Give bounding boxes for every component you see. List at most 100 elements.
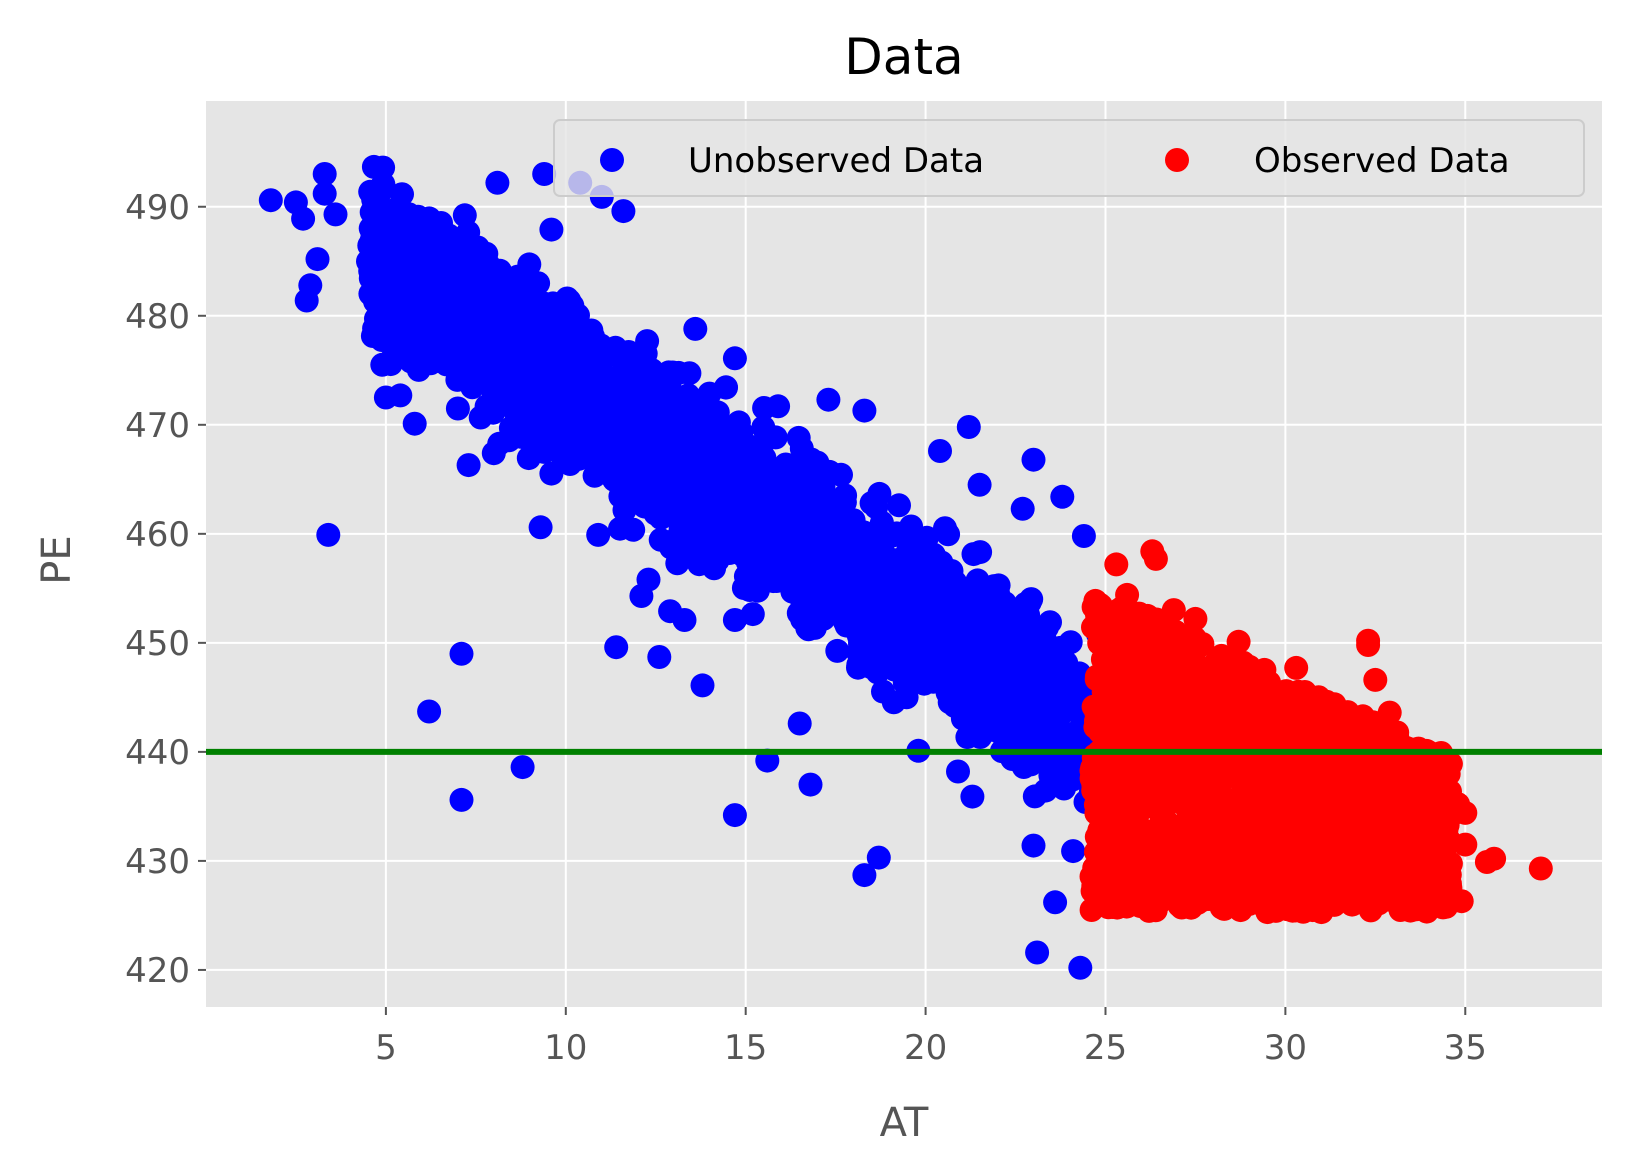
- data-point-unobserved: [305, 247, 330, 272]
- data-point-observed: [1170, 676, 1195, 701]
- data-point-unobserved: [946, 664, 971, 689]
- data-point-unobserved: [323, 202, 348, 227]
- data-point-observed: [1125, 890, 1150, 915]
- data-point-unobserved: [621, 517, 646, 542]
- data-point-unobserved: [456, 453, 481, 478]
- data-point-unobserved: [539, 217, 564, 242]
- data-point-observed: [1104, 552, 1129, 577]
- data-point-unobserved: [566, 446, 591, 471]
- data-point-unobserved: [460, 252, 485, 277]
- data-point-unobserved: [449, 787, 474, 812]
- x-tick-label: 20: [904, 1028, 947, 1068]
- data-point-unobserved: [956, 415, 981, 439]
- data-point-observed: [1143, 860, 1167, 885]
- data-point-unobserved: [812, 462, 836, 487]
- data-point-unobserved: [683, 316, 708, 341]
- data-point-unobserved: [481, 441, 506, 466]
- data-point-unobserved: [876, 521, 901, 546]
- data-point-unobserved: [435, 346, 460, 371]
- data-point-observed: [1284, 688, 1309, 713]
- data-point-unobserved: [402, 411, 427, 436]
- data-point-observed: [1355, 892, 1380, 917]
- y-tick-label: 440: [125, 733, 190, 773]
- y-tick-label: 450: [125, 624, 190, 664]
- data-point-unobserved: [1032, 627, 1057, 652]
- data-point-observed: [1081, 778, 1106, 803]
- data-point-observed: [1326, 711, 1351, 735]
- data-point-unobserved: [852, 398, 877, 423]
- data-point-observed: [1383, 753, 1408, 778]
- data-point-unobserved: [587, 457, 612, 482]
- data-point-unobserved: [937, 567, 962, 592]
- data-point-unobserved: [536, 337, 560, 362]
- data-point-observed: [1255, 900, 1280, 925]
- data-point-observed: [1406, 736, 1431, 761]
- legend-marker-unobserved: [600, 148, 624, 172]
- data-point-unobserved: [722, 803, 747, 828]
- data-point-unobserved: [374, 204, 399, 229]
- data-point-observed: [1247, 763, 1272, 787]
- data-point-unobserved: [1032, 717, 1056, 742]
- data-point-observed: [1272, 791, 1297, 816]
- data-point-unobserved: [867, 481, 892, 506]
- data-point-unobserved: [648, 505, 673, 530]
- data-point-observed: [1115, 582, 1140, 607]
- data-point-observed: [1377, 700, 1402, 725]
- data-point-observed: [1146, 672, 1171, 697]
- data-point-observed: [1164, 767, 1189, 792]
- data-point-unobserved: [258, 188, 283, 213]
- data-point-unobserved: [690, 673, 715, 698]
- data-point-observed: [1258, 864, 1283, 889]
- data-point-observed: [1381, 870, 1406, 895]
- data-point-unobserved: [933, 516, 957, 541]
- data-point-unobserved: [411, 233, 436, 258]
- data-point-unobserved: [1025, 940, 1050, 965]
- data-point-unobserved: [851, 520, 876, 545]
- data-point-unobserved: [892, 670, 917, 695]
- data-point-observed: [1220, 825, 1245, 850]
- data-point-unobserved: [968, 540, 993, 565]
- data-point-observed: [1384, 804, 1409, 829]
- data-point-unobserved: [917, 623, 942, 648]
- data-point-observed: [1097, 826, 1122, 851]
- data-point-unobserved: [788, 553, 813, 577]
- data-point-observed: [1388, 898, 1413, 922]
- legend-marker-observed: [1165, 148, 1189, 172]
- data-point-observed: [1360, 851, 1385, 876]
- data-point-observed: [1345, 825, 1370, 850]
- data-point-unobserved: [567, 354, 592, 379]
- data-point-unobserved: [449, 641, 474, 666]
- data-point-unobserved: [687, 517, 712, 542]
- data-point-unobserved: [632, 461, 656, 486]
- data-point-observed: [1143, 546, 1168, 571]
- data-point-unobserved: [1061, 839, 1086, 864]
- data-point-unobserved: [686, 401, 711, 426]
- data-point-unobserved: [982, 674, 1006, 699]
- data-point-observed: [1198, 874, 1223, 899]
- data-point-observed: [1212, 896, 1237, 921]
- data-point-observed: [1192, 700, 1217, 724]
- data-point-unobserved: [1055, 743, 1079, 768]
- data-point-unobserved: [528, 515, 553, 540]
- data-point-unobserved: [424, 302, 449, 327]
- data-point-unobserved: [687, 474, 712, 499]
- data-point-unobserved: [887, 561, 912, 586]
- data-point-unobserved: [611, 199, 636, 224]
- data-point-unobserved: [714, 375, 738, 400]
- data-point-unobserved: [722, 346, 747, 371]
- data-point-observed: [1128, 776, 1153, 801]
- y-tick-label: 430: [125, 842, 190, 882]
- legend: Unobserved Data Observed Data: [553, 119, 1585, 197]
- data-point-observed: [1391, 847, 1416, 871]
- data-point-unobserved: [740, 489, 765, 514]
- data-point-unobserved: [468, 280, 493, 305]
- data-point-unobserved: [787, 711, 812, 736]
- data-point-unobserved: [672, 608, 697, 632]
- data-point-unobserved: [687, 552, 712, 577]
- data-point-observed: [1309, 900, 1334, 925]
- data-point-unobserved: [367, 232, 391, 257]
- data-point-observed: [1421, 798, 1446, 823]
- data-point-unobserved: [485, 170, 510, 195]
- data-point-unobserved: [677, 361, 702, 386]
